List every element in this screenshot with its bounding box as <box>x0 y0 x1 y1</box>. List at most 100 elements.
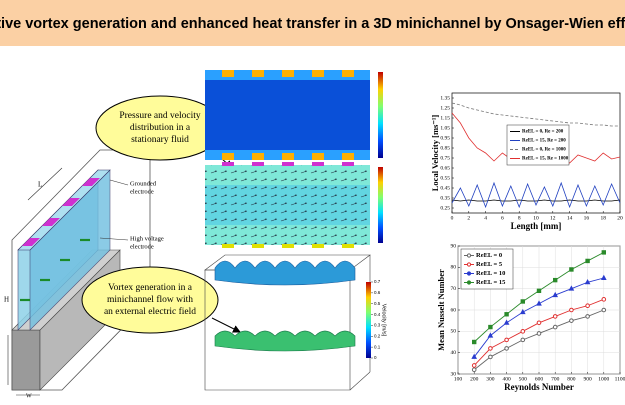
y-tick-label: 40 <box>451 350 457 356</box>
chart: 0 2 4 6 8 10 12 14 16 18 20 0.25 0.35 0.45 0.55 0.65 0.7… <box>430 92 623 231</box>
marker <box>568 285 575 291</box>
hv-label: electrode <box>130 243 154 250</box>
marker <box>504 346 509 351</box>
marker <box>472 339 477 345</box>
grounded-label: electrode <box>130 188 154 195</box>
x-tick-label: 400 <box>502 376 511 382</box>
legend-marker <box>466 280 472 285</box>
y-tick-label: 30 <box>451 371 457 377</box>
callout-text: Pressure and velocity <box>119 111 201 121</box>
colorbar-tick-label: 0.4 <box>374 312 381 317</box>
y-tick-label: 50 <box>451 329 457 335</box>
marker <box>503 319 510 325</box>
y-tick-label: 90 <box>451 243 457 249</box>
x-tick-label: 700 <box>551 376 560 382</box>
x-tick-label: 2 <box>467 215 470 221</box>
y-tick-label: 1.25 <box>440 105 450 111</box>
marker <box>536 300 542 306</box>
colorbar-tick-label: 0.5 <box>374 301 381 306</box>
legend-label: ReEL = 0, Re = 200 <box>522 130 564 135</box>
callout-text: an external electric field <box>104 306 196 317</box>
legend-label: ReEL = 10 <box>476 270 505 277</box>
marker <box>585 258 590 264</box>
y-tick-label: 0.65 <box>440 165 450 171</box>
x-tick-label: 14 <box>567 215 573 221</box>
legend-marker <box>466 253 472 258</box>
marker <box>536 288 542 294</box>
marker <box>552 324 558 330</box>
x-tick-label: 800 <box>567 376 576 382</box>
y-tick-label: 0.75 <box>440 155 450 161</box>
x-tick-label: 20 <box>617 215 623 221</box>
x-tick-label: 200 <box>470 376 479 382</box>
x-tick-label: 600 <box>535 376 544 382</box>
height-label: H <box>4 296 9 304</box>
callout-text: minichannel flow with <box>107 294 193 305</box>
chart: 100 200 300 400 500 600 700 800 900 1000 1100 30 40 5… <box>436 243 625 392</box>
legend-label: ReEL = 5 <box>476 261 503 268</box>
x-tick-label: 6 <box>501 215 504 221</box>
marker <box>552 291 559 298</box>
marker <box>552 314 558 319</box>
legend-marker <box>466 262 472 267</box>
colorbar-tick-label: 0.7 <box>374 279 381 284</box>
x-tick-label: 1100 <box>615 376 625 382</box>
legend-label: ReEL = 0, Re = 1000 <box>522 148 566 153</box>
x-tick-label: 500 <box>519 376 528 382</box>
colorbar-tick-label: 0.2 <box>374 333 381 338</box>
y-tick-label: 1.15 <box>440 115 450 121</box>
callout-text: Vortex generation in a <box>108 283 193 293</box>
colorbar-tick-label: 0 <box>374 355 377 360</box>
y-axis-label: Local Velocity [ms⁻¹] <box>430 115 440 192</box>
x-tick-label: 18 <box>600 215 606 221</box>
callout-text: distribution in a <box>130 123 191 133</box>
y-tick-label: 1.35 <box>440 95 450 101</box>
colorbar-tick-label: 0.1 <box>374 344 381 349</box>
marker <box>520 329 526 334</box>
x-tick-label: 10 <box>533 215 539 221</box>
x-tick-label: 16 <box>584 215 590 221</box>
length-label: L <box>38 181 42 189</box>
marker <box>520 337 526 343</box>
legend-label: ReEL = 15 <box>476 279 506 286</box>
width-label: W <box>26 393 32 399</box>
marker <box>569 307 574 313</box>
series-line <box>451 102 620 127</box>
marker <box>471 367 477 373</box>
x-tick-label: 4 <box>484 215 487 221</box>
marker <box>488 354 493 360</box>
y-tick-label: 0.25 <box>440 205 450 211</box>
x-tick-label: 100 <box>454 376 463 382</box>
x-tick-label: 12 <box>550 215 556 221</box>
channel-schematic <box>7 149 151 396</box>
x-tick-label: 0 <box>451 215 454 221</box>
vortex-3d <box>204 254 371 391</box>
grounded-label: Grounded <box>130 180 157 187</box>
y-tick-label: 0.35 <box>440 195 450 201</box>
marker <box>519 308 526 315</box>
callout-text: stationary fluid <box>131 134 189 145</box>
x-tick-label: 8 <box>518 215 521 221</box>
marker <box>585 314 590 319</box>
marker <box>504 337 509 343</box>
marker <box>536 320 542 326</box>
marker <box>520 299 525 304</box>
y-tick-label: 1.05 <box>440 125 450 131</box>
marker <box>569 318 574 323</box>
callout <box>81 266 219 334</box>
pressure-contour <box>205 70 383 160</box>
x-tick-label: 1000 <box>598 376 609 382</box>
x-tick-label: 300 <box>486 376 495 382</box>
y-tick-label: 80 <box>451 265 457 271</box>
series-line <box>451 181 621 209</box>
y-tick-label: 0.55 <box>440 175 450 181</box>
marker <box>585 303 590 309</box>
colorbar-tick-label: 0.3 <box>374 323 381 328</box>
y-tick-label: 0.85 <box>440 145 450 151</box>
marker <box>488 346 493 351</box>
arrow <box>211 317 241 333</box>
y-axis-label: Mean Nusselt Number <box>436 269 446 351</box>
marker <box>600 274 607 280</box>
x-tick-label: 900 <box>583 376 592 382</box>
